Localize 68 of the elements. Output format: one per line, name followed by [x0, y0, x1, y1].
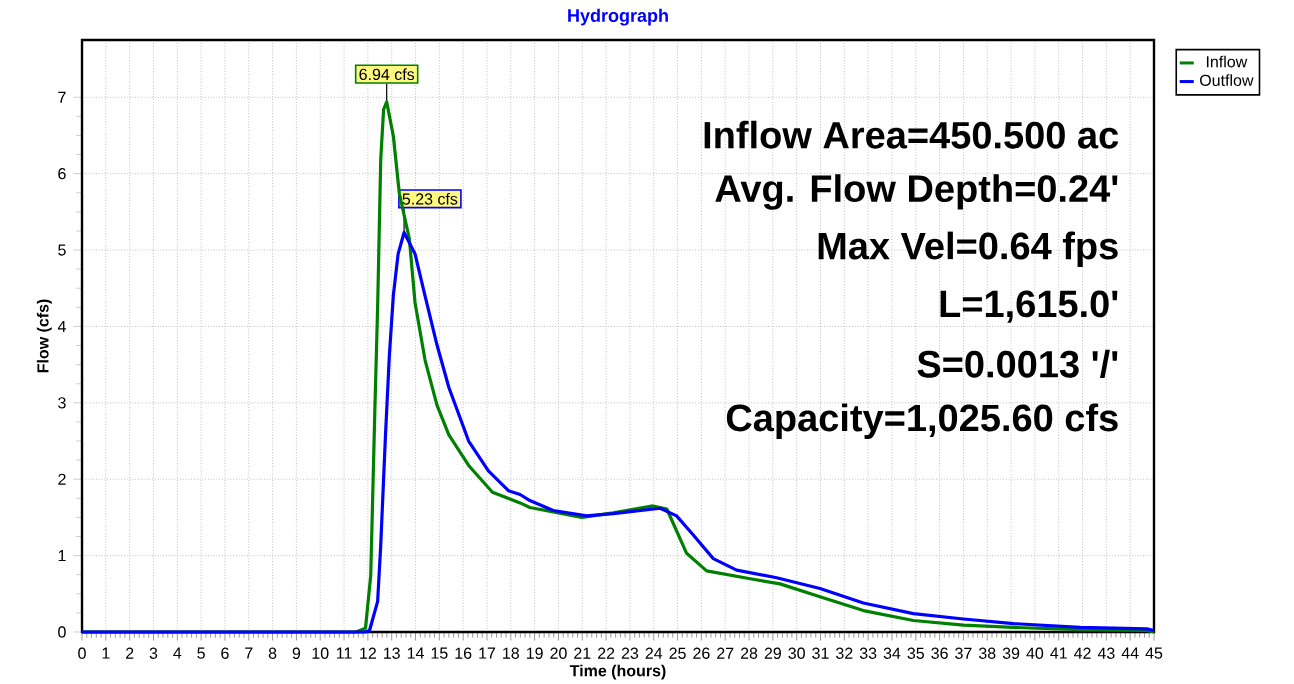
x-tick-label: 24 [645, 647, 663, 659]
x-tick-label: 16 [455, 647, 472, 659]
x-tick-label: 2 [126, 647, 134, 659]
annotation: Capacity=1,025.60 cfs [726, 403, 1118, 439]
line-series [80, 230, 1156, 634]
y-tick-label: 0 [58, 626, 66, 638]
y-tick-label: 3 [58, 397, 66, 409]
x-tick-label: 27 [717, 647, 734, 659]
y-axis-title: Flow (cfs) [36, 299, 52, 373]
x-tick-label: 22 [598, 647, 615, 659]
x-tick-label: 38 [978, 647, 996, 659]
annotation: 6.94 cfs [359, 68, 415, 81]
annotation: 5.23 cfs [402, 192, 458, 205]
x-tick-label: 25 [669, 647, 686, 659]
x-tick-label: 15 [431, 647, 448, 659]
chart-title: Hydrograph [568, 8, 668, 26]
y-tick-label: 2 [58, 473, 66, 485]
x-tick-label: 34 [883, 647, 901, 659]
x-tick-label: 45 [1145, 647, 1163, 659]
y-tick-label: 1 [58, 550, 66, 562]
y-tick-label: 4 [57, 320, 66, 332]
annotation: Avg. Flow Depth=0.24' [715, 174, 1118, 210]
x-tick-label: 37 [955, 647, 972, 659]
x-tick-label: 3 [149, 647, 158, 659]
x-tick-label: 33 [859, 647, 877, 659]
x-tick-label: 8 [268, 647, 277, 659]
annotation: Inflow Area=450.500 ac [704, 120, 1119, 149]
x-tick-label: 4 [173, 647, 182, 659]
x-tick-label: 13 [384, 647, 400, 659]
annotation: L=1,615.0' [940, 290, 1118, 323]
x-tick-label: 40 [1026, 647, 1044, 659]
annotation: S=0.0013 '/' [917, 349, 1118, 379]
x-tick-label: 36 [931, 647, 948, 659]
x-tick-label: 23 [621, 647, 639, 659]
x-tick-label: 28 [740, 647, 758, 659]
x-tick-label: 32 [836, 647, 853, 659]
x-tick-label: 26 [693, 647, 710, 659]
x-tick-label: 21 [574, 647, 591, 659]
x-tick-label: 18 [503, 647, 519, 659]
x-tick-label: 20 [550, 647, 567, 659]
x-tick-label: 7 [245, 647, 253, 659]
y-tick-label: 6 [58, 168, 66, 180]
x-tick-label: 35 [907, 647, 924, 659]
x-tick-label: 9 [292, 647, 301, 659]
x-tick-label: 14 [407, 647, 424, 659]
y-tick-label: 5 [58, 244, 66, 256]
x-tick-label: 10 [312, 647, 329, 659]
x-tick-label: 29 [764, 647, 781, 659]
x-tick-label: 1 [102, 647, 110, 659]
x-tick-label: 19 [526, 647, 543, 659]
y-tick-label: 7 [58, 91, 66, 103]
x-tick-label: 0 [78, 647, 86, 659]
x-tick-label: 31 [812, 647, 829, 659]
x-tick-label: 44 [1121, 647, 1139, 659]
x-tick-label: 42 [1074, 647, 1091, 659]
x-tick-label: 30 [788, 647, 805, 659]
legend-label: Outflow [1200, 74, 1254, 86]
x-tick-label: 5 [197, 647, 205, 659]
legend-label: Inflow [1206, 55, 1248, 68]
x-tick-label: 6 [221, 647, 229, 659]
x-tick-label: 11 [336, 647, 352, 659]
x-tick-label: 17 [479, 647, 496, 659]
x-tick-label: 12 [360, 647, 376, 659]
annotation: Max Vel=0.64 fps [818, 231, 1118, 268]
x-tick-label: 41 [1050, 647, 1067, 659]
x-tick-label: 43 [1097, 647, 1115, 659]
x-axis-title: Time (hours) [569, 664, 666, 680]
x-tick-label: 39 [1002, 647, 1020, 659]
